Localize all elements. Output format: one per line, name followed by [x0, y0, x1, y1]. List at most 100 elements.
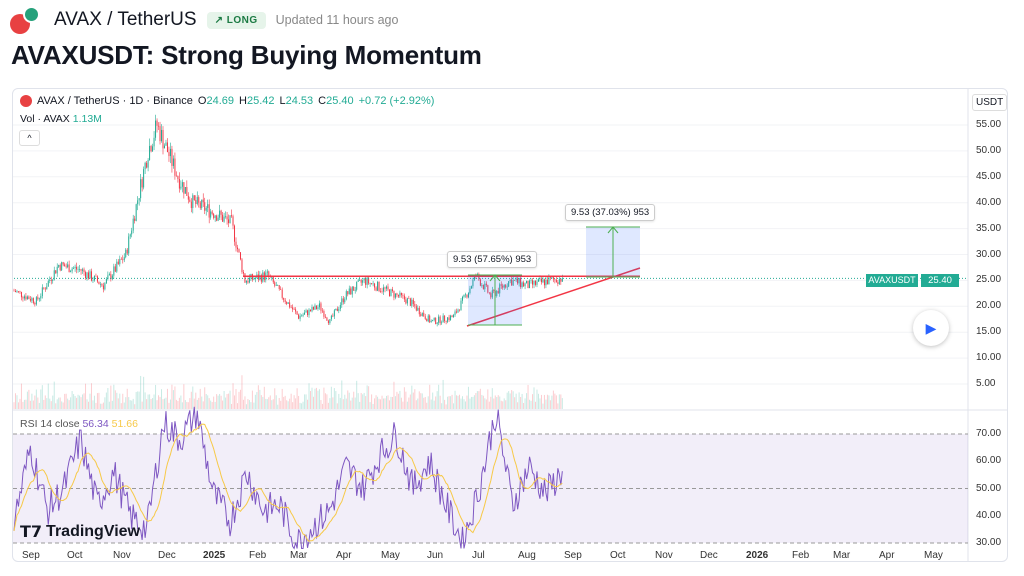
- candle-body: [19, 291, 21, 292]
- volume-bar: [259, 389, 261, 409]
- candle-body: [439, 316, 441, 324]
- volume-bar: [80, 397, 82, 409]
- candle-body: [44, 288, 46, 290]
- measure-label-1[interactable]: 9.53 (57.65%) 953: [447, 251, 538, 268]
- measure-arrowhead-icon: [607, 226, 619, 234]
- volume-bar: [272, 399, 274, 409]
- candle-body: [479, 279, 481, 286]
- candle-body: [438, 316, 440, 323]
- volume-bar: [298, 395, 300, 409]
- volume-bar: [518, 392, 520, 409]
- volume-bar: [365, 396, 367, 409]
- candle-body: [274, 282, 276, 286]
- candle-body: [298, 314, 300, 319]
- candle-body: [110, 274, 112, 280]
- candle-body: [403, 295, 405, 300]
- volume-bar: [366, 385, 368, 409]
- volume-bar: [85, 383, 87, 409]
- collapse-legend-button[interactable]: ^: [19, 130, 40, 146]
- candle-body: [284, 299, 286, 302]
- candle-body: [64, 264, 66, 267]
- candle-body: [490, 293, 492, 298]
- volume-bar: [29, 400, 31, 409]
- volume-bar: [383, 398, 385, 409]
- volume-bar: [88, 401, 89, 409]
- candle-body: [162, 129, 164, 149]
- volume-bar: [278, 397, 280, 409]
- volume-bar: [223, 390, 225, 409]
- volume-bar: [491, 388, 493, 409]
- candle-body: [485, 283, 487, 286]
- volume-bar: [263, 386, 265, 409]
- candle-body: [259, 275, 261, 280]
- candle-body: [526, 280, 528, 284]
- candle-body: [493, 290, 495, 292]
- volume-bar: [341, 380, 343, 409]
- candle-body: [540, 278, 542, 283]
- candle-body: [377, 281, 379, 291]
- candle-body: [40, 295, 42, 299]
- candle-body: [445, 321, 447, 322]
- volume-bar: [527, 384, 529, 409]
- volume-bar: [386, 395, 387, 409]
- candle-body: [427, 315, 429, 322]
- candle-body: [189, 199, 191, 202]
- candle-body: [266, 271, 268, 273]
- volume-bar: [381, 395, 383, 409]
- volume-bar: [23, 399, 25, 409]
- volume-bar: [274, 388, 276, 409]
- measure-label-2[interactable]: 9.53 (37.03%) 953: [565, 204, 656, 221]
- candle-body: [369, 283, 371, 284]
- volume-bar: [435, 396, 437, 409]
- volume-bar: [74, 396, 76, 409]
- volume-bar: [397, 393, 399, 409]
- volume-bar: [409, 394, 411, 409]
- volume-bar: [213, 396, 215, 409]
- chart-panel[interactable]: [12, 88, 1008, 562]
- candle-body: [168, 152, 170, 157]
- play-button[interactable]: ▶: [913, 310, 949, 346]
- candle-body: [204, 202, 206, 211]
- candle-body: [244, 273, 246, 283]
- volume-bar: [551, 395, 553, 409]
- volume-bar: [41, 385, 43, 409]
- time-tick: Oct: [67, 550, 83, 561]
- candle-body: [357, 280, 359, 282]
- volume-bar: [16, 395, 18, 409]
- volume-bar: [487, 389, 489, 409]
- currency-button[interactable]: USDT: [972, 94, 1008, 111]
- candle-body: [417, 307, 419, 311]
- volume-bar: [450, 396, 452, 409]
- volume-bar: [423, 397, 425, 409]
- candle-body: [451, 315, 453, 318]
- volume-bar: [262, 396, 264, 409]
- volume-bar: [13, 402, 15, 409]
- volume-bar: [463, 399, 465, 409]
- price-tick: 25.00: [976, 274, 1002, 286]
- volume-bar: [429, 384, 431, 409]
- candle-body: [557, 282, 559, 284]
- candle-body: [537, 279, 539, 282]
- volume-bar: [362, 394, 364, 409]
- candle-body: [560, 278, 562, 282]
- candle-body: [378, 281, 380, 292]
- volume-bar: [356, 380, 358, 409]
- candle-body: [290, 307, 292, 308]
- symbol-name[interactable]: AVAX / TetherUS: [54, 9, 197, 30]
- legend-symbol[interactable]: AVAX / TetherUS · 1D · Binance: [37, 95, 193, 107]
- time-tick: Apr: [879, 550, 895, 561]
- volume-bar: [281, 388, 283, 409]
- candle-body: [86, 272, 88, 279]
- candle-body: [307, 310, 309, 316]
- candle-body: [549, 277, 551, 279]
- volume-bar: [123, 402, 125, 409]
- candle-body: [320, 303, 322, 311]
- candle-body: [546, 279, 548, 285]
- candle-body: [426, 318, 428, 322]
- candle-body: [152, 146, 154, 152]
- candle-body: [184, 187, 186, 194]
- volume-bar: [271, 400, 273, 409]
- volume-bar: [110, 385, 112, 409]
- volume-bar: [89, 393, 91, 409]
